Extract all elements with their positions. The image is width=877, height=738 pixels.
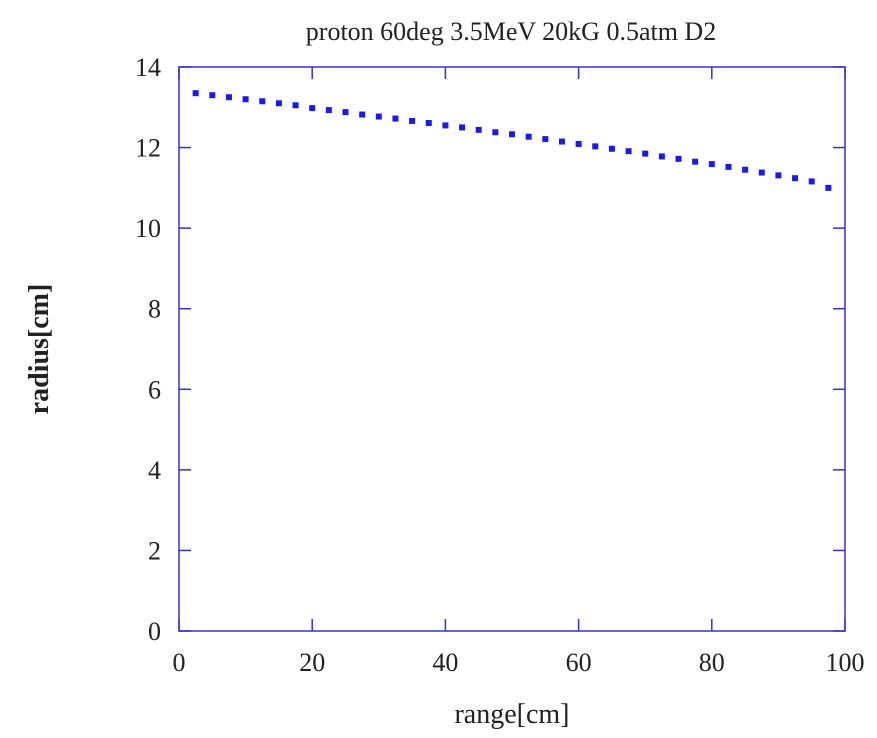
data-point-0-0: [192, 90, 199, 97]
data-point-0-7: [309, 105, 316, 112]
data-point-0-4: [259, 98, 266, 105]
data-point-0-5: [275, 100, 282, 107]
data-point-0-34: [758, 169, 765, 176]
data-point-0-36: [792, 175, 799, 182]
x-tick-label-2: 40: [432, 648, 458, 677]
data-point-0-19: [509, 131, 515, 138]
y-tick-label-7: 14: [135, 53, 161, 82]
data-point-0-29: [675, 155, 682, 162]
chart-title: proton 60deg 3.5MeV 20kG 0.5atm D2: [306, 17, 716, 46]
data-point-0-10: [359, 111, 366, 118]
data-point-0-27: [642, 150, 649, 157]
data-point-0-3: [242, 96, 249, 103]
data-point-0-12: [392, 115, 399, 122]
x-tick-label-4: 80: [699, 648, 725, 677]
data-point-0-18: [492, 129, 499, 136]
data-points: [192, 90, 832, 191]
data-point-0-33: [742, 166, 749, 173]
data-point-0-2: [225, 94, 232, 101]
data-point-0-1: [209, 92, 216, 99]
y-tick-label-2: 4: [148, 456, 161, 485]
x-tick-label-0: 0: [173, 648, 186, 677]
data-point-0-38: [825, 184, 832, 191]
data-point-0-22: [558, 138, 565, 145]
data-point-0-37: [808, 178, 815, 185]
data-point-0-16: [459, 124, 466, 131]
data-point-0-21: [542, 136, 549, 143]
data-point-0-30: [692, 158, 699, 165]
data-point-0-35: [775, 172, 782, 179]
data-point-0-15: [442, 122, 449, 129]
data-point-0-28: [658, 153, 665, 160]
data-point-0-26: [625, 148, 632, 155]
x-tick-label-3: 60: [566, 648, 592, 677]
y-tick-label-1: 2: [148, 536, 161, 565]
data-point-0-32: [725, 163, 732, 170]
data-point-0-9: [342, 109, 349, 116]
data-point-0-31: [708, 161, 715, 168]
y-tick-label-3: 6: [148, 375, 161, 404]
x-tick-label-1: 20: [299, 648, 325, 677]
data-point-0-17: [475, 126, 482, 133]
ticks-group: [178, 66, 846, 632]
y-axis-label: radius[cm]: [24, 284, 55, 415]
x-tick-label-5: 100: [826, 648, 865, 677]
y-tick-label-4: 8: [148, 295, 161, 324]
y-tick-label-0: 0: [148, 617, 161, 646]
data-point-0-23: [575, 140, 582, 147]
x-axis-label: range[cm]: [454, 699, 569, 730]
data-point-0-14: [425, 119, 432, 126]
tick-labels-group: 0 20 40 60 80 100 0 2 4 6 8 10 12 14: [135, 53, 865, 677]
data-point-0-24: [592, 143, 599, 150]
plot-frame: [178, 66, 846, 632]
y-tick-label-6: 12: [135, 134, 161, 163]
data-point-0-13: [409, 117, 416, 124]
data-point-0-25: [608, 145, 615, 152]
data-point-0-8: [325, 107, 332, 114]
data-point-0-11: [375, 113, 382, 120]
data-point-0-20: [525, 133, 532, 140]
data-point-0-6: [292, 102, 299, 109]
y-tick-label-5: 10: [135, 214, 161, 243]
